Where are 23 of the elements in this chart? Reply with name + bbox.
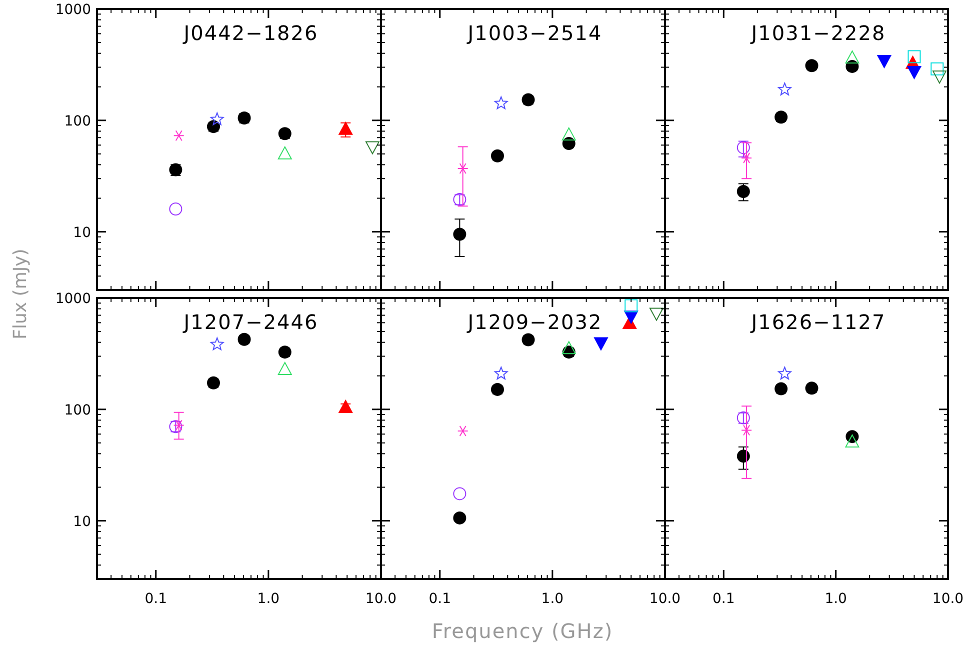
y-axis-title: Flux (mJy): [10, 248, 31, 340]
text: J1207−2446: [182, 310, 318, 334]
text: J0442−1826: [182, 21, 318, 45]
text: J1626−1127: [749, 310, 886, 334]
text: J1209−2032: [466, 310, 602, 334]
y-tick-label: 10: [73, 224, 91, 241]
text: J1031−2228: [749, 21, 886, 45]
x-tick-label: 10.0: [932, 591, 964, 607]
y-tick-label: 1000: [55, 291, 91, 307]
x-tick-label: 1.0: [541, 591, 564, 607]
y-tick-label: 100: [64, 402, 91, 418]
text: J1003−2514: [466, 21, 602, 45]
x-tick-label: 1.0: [257, 591, 280, 607]
x-tick-label: 0.1: [712, 591, 735, 607]
x-tick-label: 10.0: [365, 591, 397, 607]
x-tick-label: 0.1: [428, 591, 451, 607]
x-tick-label: 1.0: [824, 591, 847, 607]
x-tick-label: 0.1: [144, 591, 167, 607]
y-tick-label: 100: [64, 113, 91, 130]
x-tick-label: 10.0: [649, 591, 681, 607]
y-tick-label: 1000: [55, 2, 91, 18]
y-tick-label: 10: [73, 514, 91, 530]
x-axis-title: Frequency (GHz): [432, 619, 614, 643]
